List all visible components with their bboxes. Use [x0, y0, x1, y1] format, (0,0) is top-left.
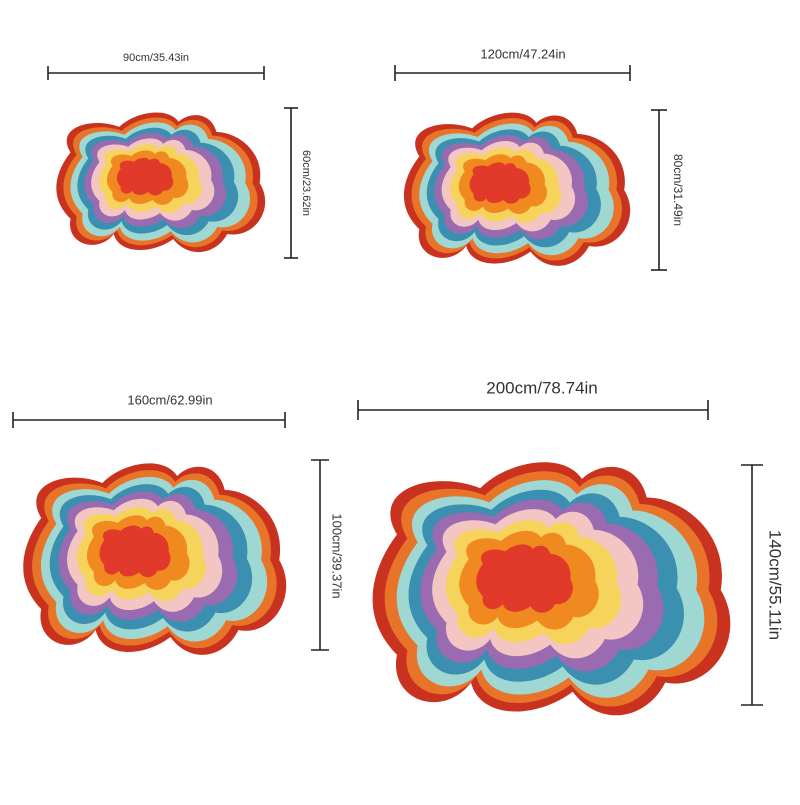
width-label: 90cm/35.43in	[123, 52, 189, 64]
width-line	[394, 65, 631, 81]
height-line	[284, 107, 298, 259]
rug	[56, 113, 265, 253]
width-label: 160cm/62.99in	[127, 392, 212, 407]
rug	[23, 463, 286, 655]
height-label: 100cm/39.37in	[330, 513, 345, 598]
width-line	[357, 400, 709, 420]
height-label: 60cm/23.62in	[300, 150, 312, 216]
width-label: 200cm/78.74in	[486, 378, 598, 397]
height-label: 80cm/31.49in	[671, 154, 685, 226]
rug	[373, 462, 731, 715]
height-line	[741, 464, 763, 706]
height-line	[311, 459, 329, 651]
width-line	[47, 66, 265, 80]
height-line	[651, 109, 667, 271]
height-label: 140cm/55.11in	[766, 530, 785, 640]
rug	[404, 113, 630, 266]
width-label: 120cm/47.24in	[480, 46, 565, 61]
width-line	[12, 412, 286, 428]
